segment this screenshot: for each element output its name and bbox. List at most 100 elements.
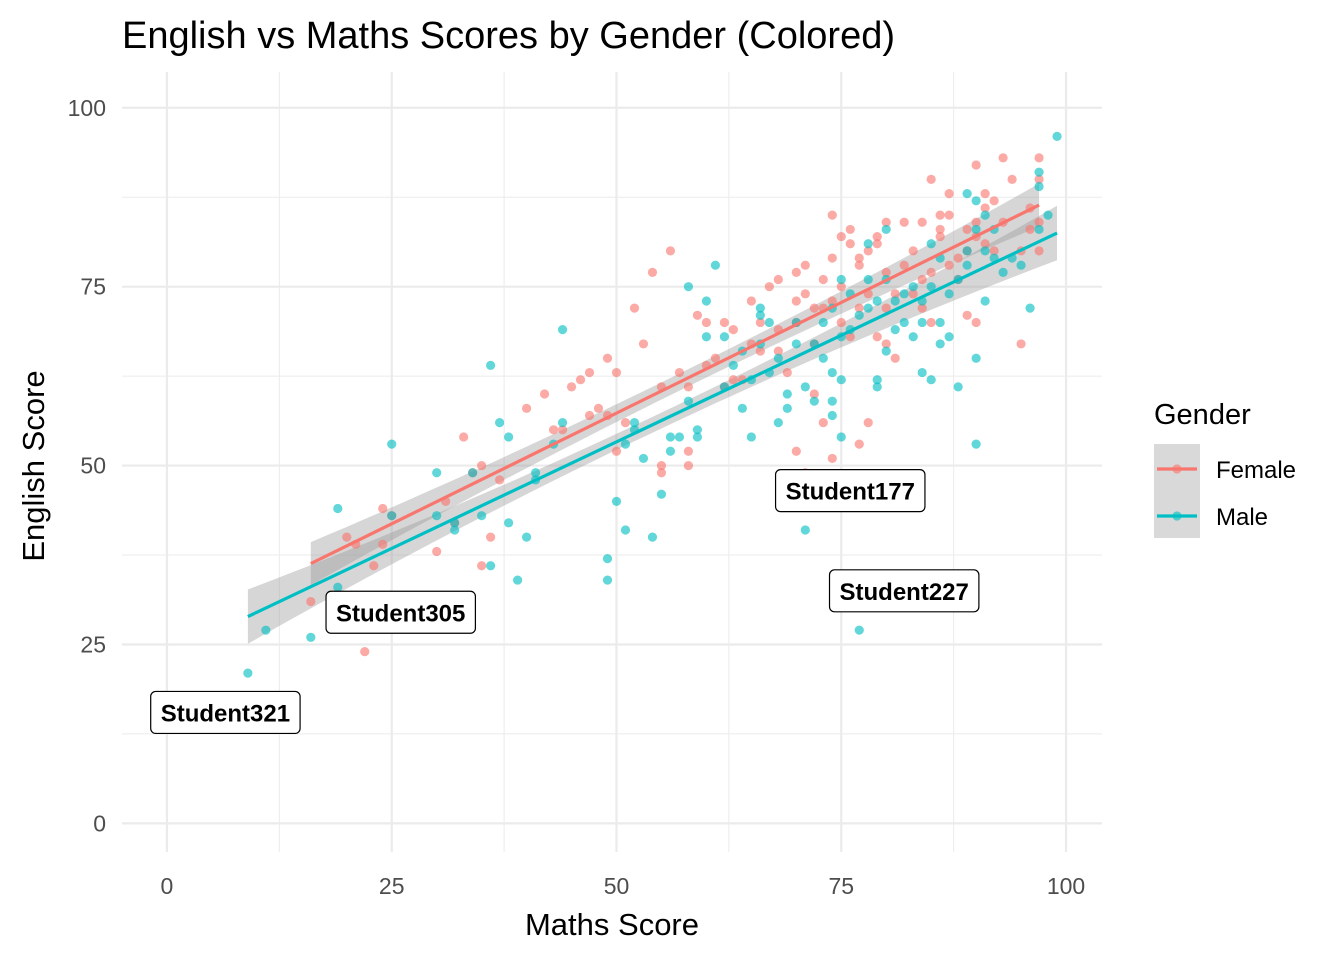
y-tick-label: 0 (93, 810, 106, 836)
data-point-male (863, 274, 873, 285)
data-point-male (504, 518, 514, 528)
data-point-male (971, 224, 981, 235)
data-point-female (611, 446, 622, 456)
data-point-male (557, 325, 568, 335)
data-point-female (791, 296, 801, 306)
data-point-male (944, 289, 954, 299)
data-point-female (692, 310, 703, 320)
data-point-male (746, 432, 756, 442)
data-point-male (333, 503, 343, 514)
data-point-female (602, 353, 613, 363)
data-point-female (944, 210, 954, 220)
data-point-female (881, 339, 891, 349)
data-point-male (521, 532, 532, 542)
data-point-female (854, 253, 864, 263)
data-point-male (908, 332, 918, 342)
data-point-male (665, 446, 676, 456)
data-point-male (854, 625, 864, 635)
data-point-female (917, 217, 927, 227)
data-point-female (791, 267, 801, 277)
annotation-box (828, 569, 980, 613)
data-point-female (827, 253, 837, 263)
data-point-female (971, 160, 981, 170)
data-point-male (935, 339, 945, 349)
data-point-female (935, 231, 945, 242)
data-point-male (926, 375, 936, 385)
data-point-male (701, 296, 712, 306)
data-point-female (980, 203, 990, 213)
data-point-female (378, 503, 388, 514)
x-tick-label: 0 (161, 873, 174, 899)
data-point-male (486, 561, 496, 571)
data-point-female (827, 296, 837, 306)
data-point-female (746, 296, 756, 306)
data-point-female (899, 260, 909, 270)
trend-lines (247, 203, 1058, 619)
chart-title: English vs Maths Scores by Gender (Color… (122, 15, 895, 57)
annotation-label: Student321 (150, 690, 301, 735)
data-point-male (486, 360, 496, 370)
data-point-female (593, 403, 604, 413)
data-point-male (611, 496, 622, 506)
trend-line-female (310, 203, 1040, 566)
legend-key-point-female (1172, 464, 1182, 474)
data-point-female (836, 282, 846, 292)
data-point-female (683, 460, 694, 471)
data-point-female (1007, 174, 1017, 184)
data-point-male (872, 382, 882, 392)
data-point-female (521, 403, 532, 413)
data-point-male (306, 632, 316, 642)
data-point-female (1034, 217, 1044, 227)
data-point-female (575, 375, 586, 385)
data-point-female (899, 217, 909, 227)
data-point-female (360, 647, 370, 657)
data-point-female (477, 561, 487, 571)
data-point-male (944, 332, 954, 342)
y-axis-title: English Score (16, 370, 51, 561)
data-point-male (755, 310, 765, 320)
data-point-female (944, 260, 954, 270)
data-point-female (890, 289, 900, 299)
grid (122, 72, 1102, 852)
y-tick-label: 50 (80, 453, 106, 479)
data-point-male (980, 210, 990, 220)
data-point-male (980, 246, 990, 256)
data-point-female (863, 246, 873, 256)
data-point-female (818, 274, 828, 285)
data-point-male (998, 267, 1008, 277)
data-point-female (854, 260, 864, 270)
data-point-male (602, 575, 613, 585)
data-point-female (827, 453, 837, 464)
data-point-male (710, 260, 720, 270)
data-point-male (665, 432, 676, 442)
annotation-text: Student227 (840, 579, 969, 606)
data-point-female (854, 303, 864, 313)
data-point-male (261, 625, 271, 635)
annotation-box (325, 590, 477, 634)
data-point-male (800, 525, 810, 535)
data-point-male (333, 582, 343, 592)
data-point-male (647, 532, 658, 542)
data-point-female (926, 267, 936, 277)
data-point-male (557, 418, 568, 428)
data-point-female (881, 303, 891, 313)
data-point-male (881, 224, 891, 235)
data-point-female (665, 246, 676, 256)
data-point-male (495, 418, 505, 428)
data-point-female (486, 532, 496, 542)
data-point-female (890, 353, 900, 363)
x-axis-title: Maths Score (525, 907, 699, 942)
data-point-male (971, 353, 981, 363)
data-point-male (530, 468, 541, 478)
data-point-female (495, 475, 505, 485)
data-point-female (1034, 246, 1044, 256)
data-point-female (935, 210, 945, 220)
data-point-male (656, 489, 667, 499)
data-point-female (980, 189, 990, 199)
data-point-female (971, 317, 981, 328)
legend-label-male: Male (1216, 504, 1268, 531)
data-point-female (620, 418, 631, 428)
data-point-female (584, 367, 595, 378)
data-point-female (881, 217, 891, 227)
